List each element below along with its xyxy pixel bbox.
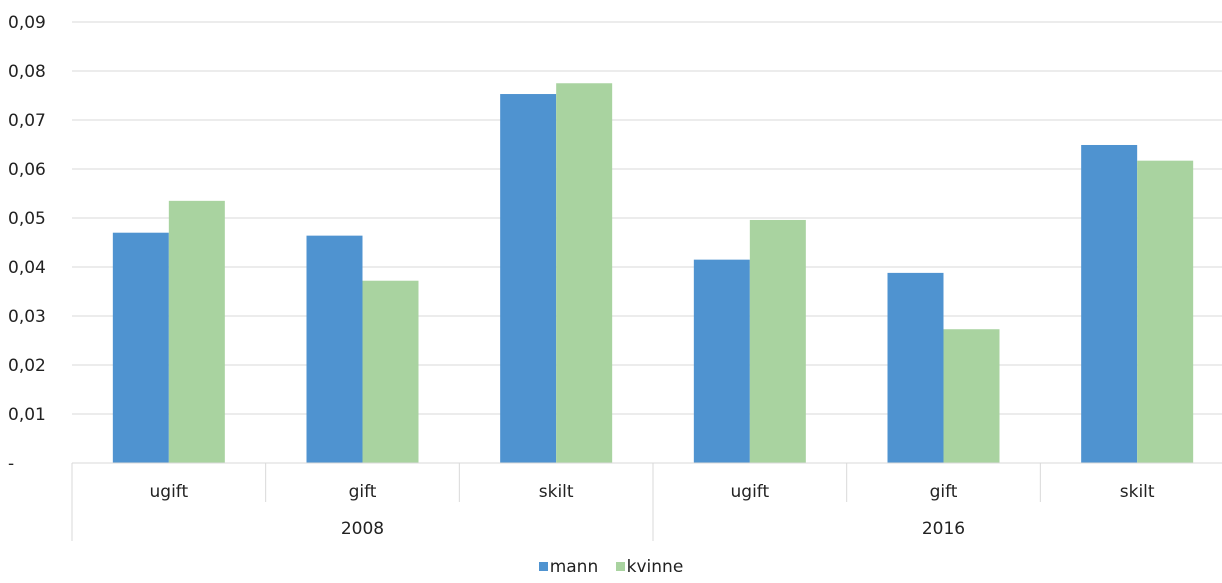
bar-mann	[500, 94, 557, 463]
bar-kvinne	[556, 83, 613, 463]
bar-mann	[306, 235, 363, 463]
bar-kvinne	[943, 329, 1000, 463]
legend-label-kvinne: kvinne	[626, 556, 684, 577]
x-category-label: gift	[349, 482, 377, 502]
x-category-label: skilt	[1120, 482, 1155, 502]
legend-label-mann: mann	[549, 556, 599, 577]
x-category-label: ugift	[731, 482, 770, 502]
bar-kvinne	[168, 200, 225, 463]
x-category-label: ugift	[150, 482, 189, 502]
legend-swatch-kvinne	[615, 562, 625, 571]
bar-kvinne	[362, 280, 419, 463]
x-axis: ugift gift skilt 2008 ugift gift skilt 2016	[71, 462, 1222, 541]
y-tick-label: 0,08	[8, 62, 46, 82]
gridlines	[72, 21, 1222, 415]
legend-swatch-mann	[538, 562, 548, 571]
y-tick-label: 0,03	[8, 307, 46, 327]
y-axis: - 0,01 0,02 0,03 0,04 0,05 0,06 0,07 0,08 0,09	[8, 13, 46, 474]
y-tick-label: 0,05	[8, 209, 46, 229]
y-tick-label: 0,06	[8, 160, 46, 180]
y-tick-label: 0,02	[8, 356, 46, 376]
legend-item-mann: mann	[538, 556, 599, 577]
y-tick-label: -	[8, 454, 14, 474]
legend-item-kvinne: kvinne	[615, 556, 684, 577]
bar-kvinne	[749, 219, 806, 463]
bar-mann	[112, 232, 169, 463]
bar-kvinne	[1137, 160, 1194, 464]
x-group-label: 2008	[341, 519, 384, 539]
bars	[112, 83, 1194, 464]
bar-mann	[887, 272, 944, 463]
y-tick-label: 0,04	[8, 258, 46, 278]
x-category-label: skilt	[539, 482, 574, 502]
y-tick-label: 0,01	[8, 405, 46, 425]
y-tick-label: 0,07	[8, 111, 46, 131]
bar-mann	[1081, 144, 1138, 464]
bar-mann	[693, 259, 750, 463]
x-group-label: 2016	[922, 519, 965, 539]
x-category-label: gift	[930, 482, 958, 502]
legend: mann kvinne	[0, 556, 1222, 577]
y-tick-label: 0,09	[8, 13, 46, 33]
